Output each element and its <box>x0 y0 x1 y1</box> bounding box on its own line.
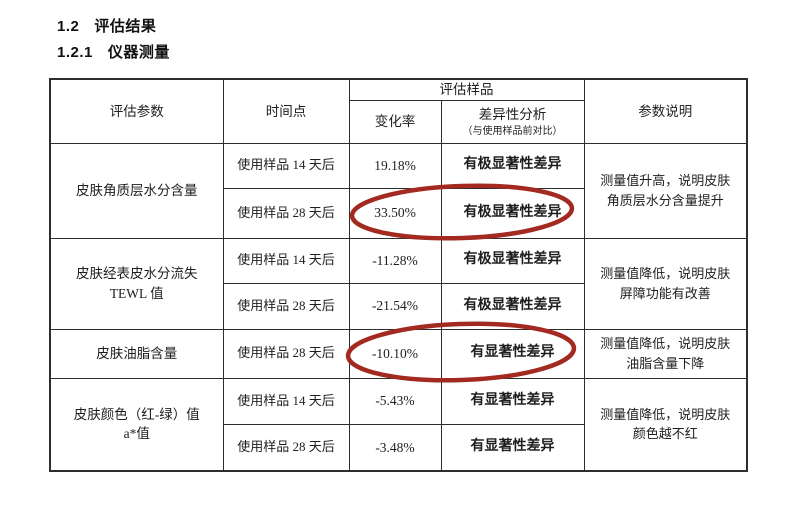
timepoint-cell: 使用样品 28 天后 <box>222 423 350 472</box>
table-row: 皮肤经表皮水分流失 TEWL 值 使用样品 14 天后 -11.28% 有极显著… <box>49 237 748 330</box>
diff-analysis-cell: 有显著性差异 <box>440 377 585 425</box>
change-rate-cell-circled: -10.10% <box>348 328 442 379</box>
change-rate-cell: 19.18% <box>348 142 442 189</box>
table-row: 皮肤油脂含量 使用样品 28 天后 -10.10% 有显著性差异 测量值降低，说… <box>49 328 748 379</box>
section-title: 评估结果 <box>94 18 157 35</box>
header-diff-analysis-label: 差异性分析 <box>478 107 547 123</box>
subsection-heading: 1.2.1 仪器测量 <box>57 41 170 62</box>
timepoint-cell: 使用样品 28 天后 <box>222 328 350 379</box>
diff-analysis-cell-circled: 有显著性差异 <box>440 328 585 379</box>
section-heading: 1.2 评估结果 <box>57 15 156 36</box>
param-cell-sebum: 皮肤油脂含量 <box>49 328 224 379</box>
header-timepoint: 时间点 <box>222 78 350 144</box>
change-rate-cell: -5.43% <box>348 377 442 425</box>
evaluation-table: 评估参数 时间点 评估样品 参数说明 变化率 差异性分析 （与使用样品前对比） … <box>49 78 748 473</box>
subsection-title: 仪器测量 <box>107 44 170 61</box>
table-row: 皮肤颜色（红-绿）值 a*值 使用样品 14 天后 -5.43% 有显著性差异 … <box>49 377 748 472</box>
header-change-rate: 变化率 <box>348 99 442 144</box>
diff-analysis-cell: 有显著性差异 <box>440 423 585 472</box>
change-rate-cell: -21.54% <box>348 282 442 330</box>
diff-analysis-cell: 有极显著性差异 <box>440 142 585 189</box>
diff-analysis-cell: 有极显著性差异 <box>440 237 585 284</box>
timepoint-cell: 使用样品 14 天后 <box>222 377 350 425</box>
param-desc-cell: 测量值降低，说明皮肤 屏障功能有改善 <box>583 237 748 330</box>
param-desc-cell: 测量值降低，说明皮肤 颜色越不红 <box>583 377 748 472</box>
timepoint-cell: 使用样品 28 天后 <box>222 187 350 239</box>
param-desc-cell: 测量值升高，说明皮肤 角质层水分含量提升 <box>583 142 748 239</box>
change-rate-cell: -11.28% <box>348 237 442 284</box>
table-row: 皮肤角质层水分含量 使用样品 14 天后 19.18% 有极显著性差异 测量值升… <box>49 142 748 239</box>
section-number: 1.2 <box>57 18 80 35</box>
param-cell-moisture: 皮肤角质层水分含量 <box>49 142 224 239</box>
diff-analysis-cell: 有极显著性差异 <box>440 282 585 330</box>
header-param-desc: 参数说明 <box>583 78 748 144</box>
param-cell-skin-color: 皮肤颜色（红-绿）值 a*值 <box>49 377 224 472</box>
timepoint-cell: 使用样品 14 天后 <box>222 142 350 189</box>
param-desc-cell: 测量值降低，说明皮肤 油脂含量下降 <box>583 328 748 379</box>
header-diff-analysis-note: （与使用样品前对比） <box>462 125 563 137</box>
diff-analysis-cell-circled: 有极显著性差异 <box>440 187 585 239</box>
header-sample-group: 评估样品 <box>348 78 585 101</box>
header-param: 评估参数 <box>49 78 224 144</box>
header-diff-analysis: 差异性分析 （与使用样品前对比） <box>440 99 585 144</box>
change-rate-cell-circled: 33.50% <box>348 187 442 239</box>
subsection-number: 1.2.1 <box>57 44 93 61</box>
timepoint-cell: 使用样品 28 天后 <box>222 282 350 330</box>
table-row: 使用样品 28 天后 -3.48% 有显著性差异 <box>50 423 747 472</box>
timepoint-cell: 使用样品 14 天后 <box>222 237 350 284</box>
param-cell-tewl: 皮肤经表皮水分流失 TEWL 值 <box>49 237 224 330</box>
change-rate-cell: -3.48% <box>348 423 442 472</box>
